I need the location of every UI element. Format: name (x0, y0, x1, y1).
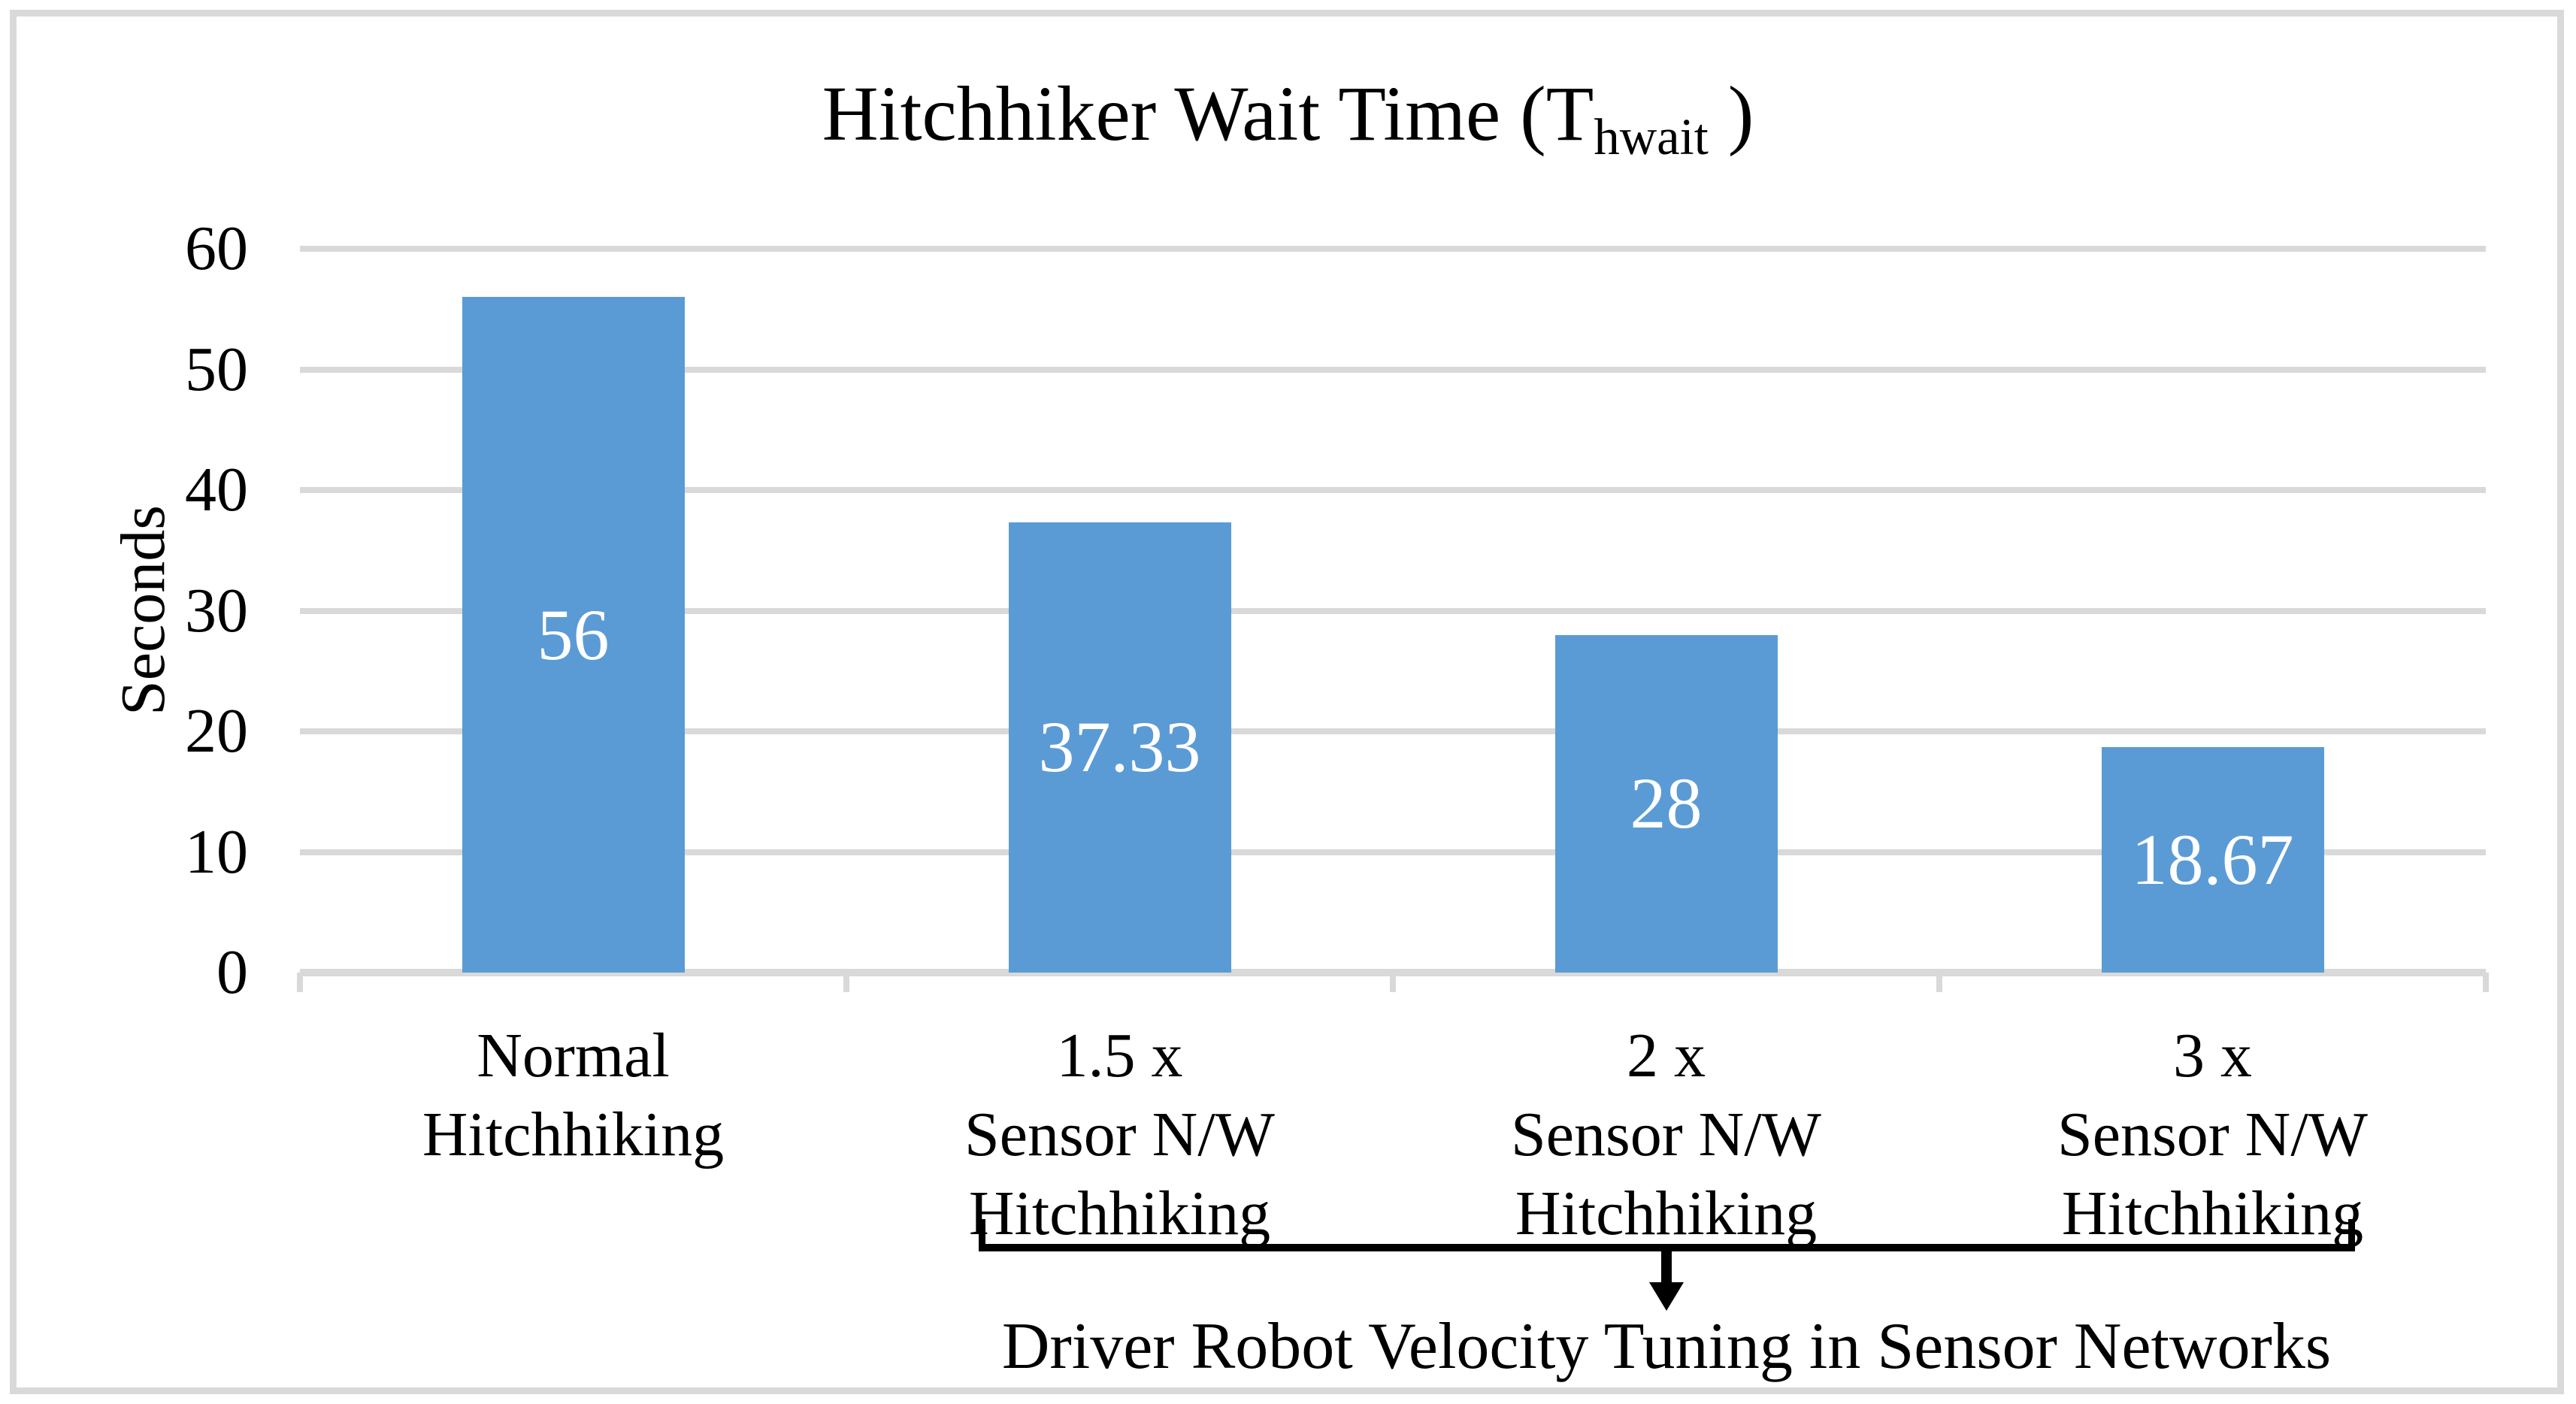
chart-title: Hitchhiker Wait Time (Thwait ) (0, 69, 2576, 167)
y-tick-label: 40 (185, 455, 248, 525)
chart-frame (10, 10, 2564, 1394)
gridline (300, 607, 2486, 614)
down-arrow-head-icon (1649, 1282, 1684, 1311)
gridline (300, 246, 2486, 252)
gridline (300, 728, 2486, 734)
y-tick-label: 50 (185, 334, 248, 404)
y-tick-label: 20 (185, 696, 248, 766)
bar-value-label: 18.67 (2131, 819, 2294, 900)
bar-value-label: 56 (537, 594, 610, 675)
annotation-label: Driver Robot Velocity Tuning in Sensor N… (1001, 1310, 2332, 1383)
chart-title-text: Hitchhiker Wait Time (T (822, 71, 1594, 157)
bar: 56 (462, 297, 685, 973)
gridline (300, 487, 2486, 493)
chart-title-subscript: hwait (1594, 108, 1709, 166)
chart-title-suffix: ) (1708, 71, 1754, 157)
down-arrow-icon (1661, 1251, 1672, 1284)
x-category-label: 1.5 x Sensor N/W Hitchhiking (964, 1021, 1275, 1248)
x-category-label: 2 x Sensor N/W Hitchhiking (1511, 1021, 1821, 1248)
y-tick-label: 30 (185, 575, 248, 646)
gridline (300, 366, 2486, 373)
x-axis-tick (297, 973, 303, 992)
x-axis-tick (1936, 973, 1942, 992)
y-tick-label: 0 (216, 937, 248, 1007)
x-axis-tick (2483, 973, 2489, 992)
bar: 28 (1554, 634, 1778, 973)
grouping-bracket (979, 1219, 2355, 1251)
y-tick-label: 60 (185, 213, 248, 283)
gridline (300, 849, 2486, 855)
x-category-label: 3 x Sensor N/W Hitchhiking (2057, 1021, 2368, 1248)
bar: 18.67 (2101, 747, 2324, 973)
x-axis-tick (1390, 973, 1396, 992)
x-category-label: Normal Hitchhiking (422, 1021, 725, 1169)
bar: 37.33 (1008, 522, 1231, 973)
y-tick-label: 10 (185, 816, 248, 887)
bar-value-label: 37.33 (1038, 707, 1201, 788)
x-axis-tick (843, 973, 849, 992)
bar-value-label: 28 (1630, 763, 1703, 844)
